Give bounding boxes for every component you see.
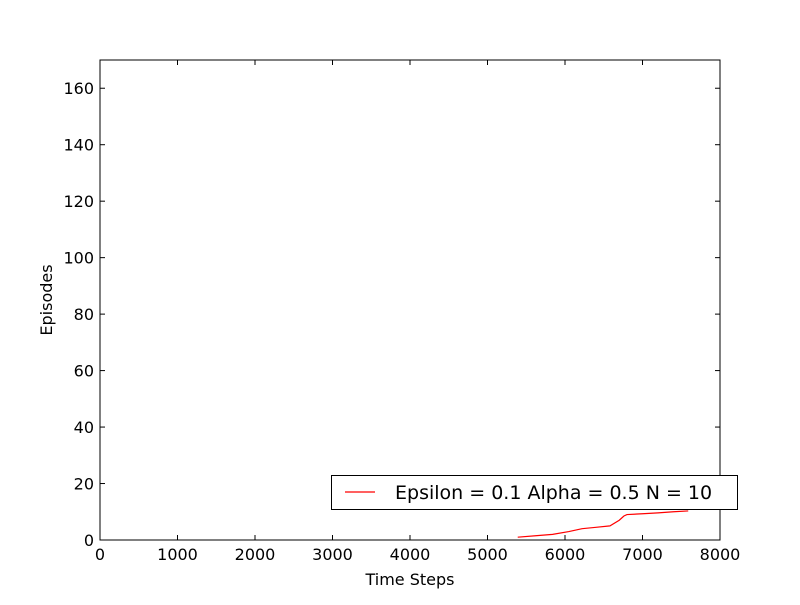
y-axis-label: Episodes — [37, 264, 56, 335]
y-tick-label: 100 — [63, 249, 94, 268]
x-tick-label: 7000 — [622, 545, 663, 564]
y-tick-label: 20 — [74, 475, 94, 494]
x-tick-label: 6000 — [545, 545, 586, 564]
x-tick-label: 4000 — [390, 545, 431, 564]
legend: Epsilon = 0.1 Alpha = 0.5 N = 10 — [331, 475, 738, 510]
x-axis-label: Time Steps — [364, 570, 454, 589]
x-tick-label: 1000 — [157, 545, 198, 564]
ticks-layer: 0 1000 2000 3000 4000 5000 6000 7000 8000 0 20 40 60… — [63, 60, 740, 564]
x-tick-label: 8000 — [700, 545, 741, 564]
legend-entry-label: Epsilon = 0.1 Alpha = 0.5 N = 10 — [395, 482, 712, 504]
y-tick-label: 80 — [74, 305, 94, 324]
x-tick-label: 5000 — [467, 545, 508, 564]
y-tick-label: 0 — [84, 531, 94, 550]
y-tick-label: 40 — [74, 418, 94, 437]
y-tick-label: 160 — [63, 79, 94, 98]
y-tick-label: 120 — [63, 192, 94, 211]
x-tick-label: 0 — [95, 545, 105, 564]
x-tick-label: 3000 — [312, 545, 353, 564]
legend-box — [331, 475, 738, 510]
x-tick-label: 2000 — [235, 545, 276, 564]
y-tick-label: 60 — [74, 362, 94, 381]
series-line — [517, 510, 689, 538]
y-tick-label: 140 — [63, 136, 94, 155]
plot-area — [100, 60, 720, 540]
series-layer — [517, 510, 689, 538]
plot-frame — [99, 59, 721, 541]
